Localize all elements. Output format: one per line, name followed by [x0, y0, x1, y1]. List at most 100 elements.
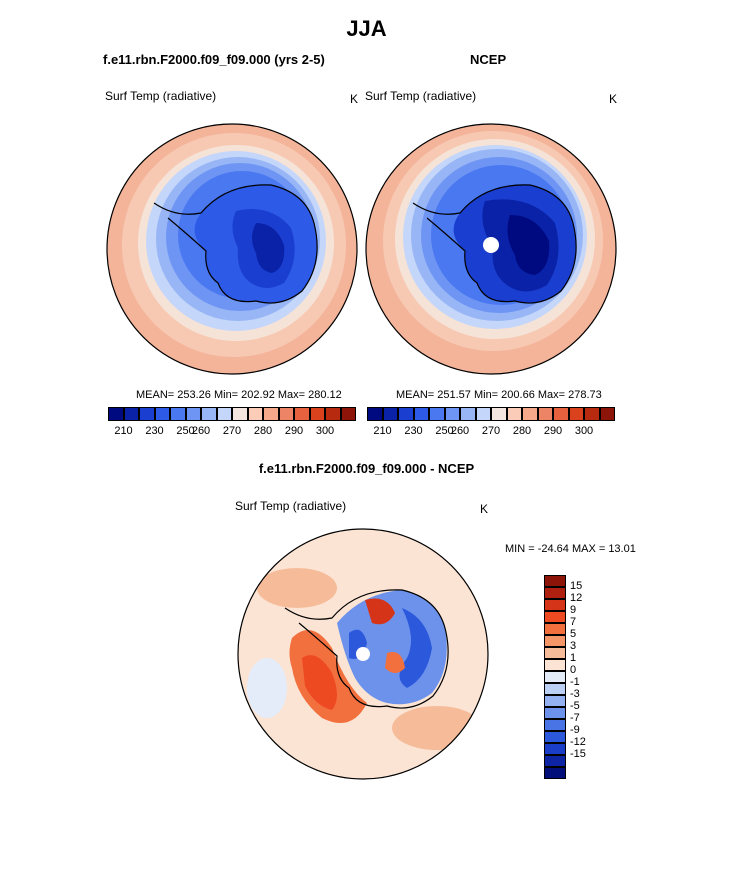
colorbar-tick-label: 250 — [435, 425, 454, 437]
colorbar-swatch — [340, 407, 356, 421]
colorbar-tick-label: -15 — [570, 748, 586, 760]
diff-title: f.e11.rbn.F2000.f09_f09.000 - NCEP — [258, 461, 475, 476]
colorbar-tick-label: 300 — [574, 425, 594, 437]
colorbar-swatch — [506, 407, 522, 421]
coastline — [153, 184, 318, 304]
colorbar-swatch — [263, 407, 279, 421]
diff-map — [237, 528, 489, 780]
colorbar-tick-label: -3 — [570, 688, 580, 700]
diff-stats: MIN = -24.64 MAX = 13.01 — [505, 543, 636, 555]
colorbar-swatch — [544, 647, 566, 659]
cool-patch — [247, 658, 287, 718]
colorbar-swatch — [522, 407, 538, 421]
colorbar-swatch — [544, 743, 566, 755]
colorbar-tick-label: 290 — [543, 425, 563, 437]
colorbar-swatch — [544, 575, 566, 587]
colorbar-swatch — [491, 407, 507, 421]
colorbar-swatch — [367, 407, 383, 421]
model-variable-label: Surf Temp (radiative) — [105, 89, 217, 103]
colorbar-swatch — [232, 407, 248, 421]
colorbar-swatch — [429, 407, 445, 421]
colorbar-swatch — [139, 407, 155, 421]
continent-core — [252, 223, 285, 273]
coastline — [412, 184, 577, 304]
colorbar-swatch — [108, 407, 124, 421]
colorbar-swatch — [544, 611, 566, 623]
colorbar-swatch — [278, 407, 294, 421]
colorbar-swatch — [170, 407, 186, 421]
colorbar-swatch — [398, 407, 414, 421]
colorbar-tick-label: 230 — [404, 425, 423, 437]
colorbar-swatch — [544, 599, 566, 611]
warm-anomaly-west-core — [302, 655, 337, 710]
colorbar-swatch — [544, 767, 566, 779]
continent-core — [507, 215, 550, 275]
colorbar-tick-label: 9 — [570, 604, 577, 616]
colorbar-tick-label: 1 — [570, 652, 577, 664]
colorbar-tick-label: 250 — [176, 425, 195, 437]
colorbar-swatch — [544, 695, 566, 707]
diff-colorbar-ticks: 15 12 9 7 5 3 1 0 -1 -3 -5 -7 -9 -12 -15 — [570, 575, 610, 779]
pole-hole — [483, 237, 499, 253]
colorbar-tick-label: 260 — [450, 425, 470, 437]
diff-colorbar — [544, 575, 566, 779]
diff-variable-label: Surf Temp (radiative) — [235, 499, 347, 513]
coastline — [284, 589, 449, 709]
colorbar-tick-label: 7 — [570, 616, 577, 628]
colorbar-tick-label: 300 — [315, 425, 335, 437]
model-units-label: K — [350, 92, 359, 106]
pole-hole — [356, 647, 370, 661]
colorbar-swatch — [382, 407, 398, 421]
colorbar-swatch — [544, 623, 566, 635]
warm-anomaly-interior — [385, 652, 405, 673]
colorbar-tick-label: 210 — [114, 425, 133, 437]
colorbar-swatch — [544, 731, 566, 743]
colorbar-swatch — [154, 407, 170, 421]
colorbar-swatch — [325, 407, 341, 421]
colorbar-tick-label: 290 — [284, 425, 304, 437]
colorbar-tick-label: 15 — [570, 580, 583, 592]
warm-patch — [257, 568, 337, 608]
colorbar-swatch — [201, 407, 217, 421]
warm-anomaly-interior — [365, 598, 395, 625]
colorbar-swatch — [544, 755, 566, 767]
colorbar-tick-label: -9 — [570, 724, 580, 736]
colorbar-swatch — [544, 635, 566, 647]
colorbar-swatch — [544, 683, 566, 695]
model-colorbar-ticks: 210 230 250 260 270 280 290 300 — [108, 425, 356, 439]
colorbar-tick-label: 270 — [222, 425, 242, 437]
colorbar-swatch — [599, 407, 615, 421]
obs-colorbar — [367, 407, 615, 421]
colorbar-swatch — [537, 407, 553, 421]
colorbar-swatch — [544, 587, 566, 599]
obs-stats: MEAN= 251.57 Min= 200.66 Max= 278.73 — [396, 389, 602, 401]
obs-map — [365, 123, 617, 375]
colorbar-swatch — [294, 407, 310, 421]
colorbar-tick-label: 260 — [191, 425, 211, 437]
colorbar-tick-label: -7 — [570, 712, 580, 724]
colorbar-swatch — [216, 407, 232, 421]
colorbar-tick-label: 280 — [253, 425, 273, 437]
obs-title: NCEP — [470, 52, 507, 67]
colorbar-tick-label: 3 — [570, 640, 577, 652]
colorbar-tick-label: 230 — [145, 425, 164, 437]
colorbar-tick-label: 12 — [570, 592, 583, 604]
colorbar-swatch — [309, 407, 325, 421]
model-stats: MEAN= 253.26 Min= 202.92 Max= 280.12 — [136, 389, 342, 401]
colorbar-tick-label: -5 — [570, 700, 580, 712]
colorbar-tick-label: 270 — [481, 425, 501, 437]
obs-colorbar-ticks: 210 230 250 260 270 280 290 300 — [367, 425, 615, 439]
colorbar-swatch — [544, 671, 566, 683]
colorbar-swatch — [123, 407, 139, 421]
colorbar-tick-label: -12 — [570, 736, 586, 748]
colorbar-swatch — [185, 407, 201, 421]
obs-variable-label: Surf Temp (radiative) — [365, 89, 477, 103]
model-map — [106, 123, 358, 375]
colorbar-tick-label: 0 — [570, 664, 577, 676]
colorbar-swatch — [444, 407, 460, 421]
warm-patch — [392, 706, 482, 750]
colorbar-tick-label: 5 — [570, 628, 577, 640]
colorbar-swatch — [544, 719, 566, 731]
colorbar-tick-label: 280 — [512, 425, 532, 437]
figure-title: JJA — [346, 16, 387, 41]
